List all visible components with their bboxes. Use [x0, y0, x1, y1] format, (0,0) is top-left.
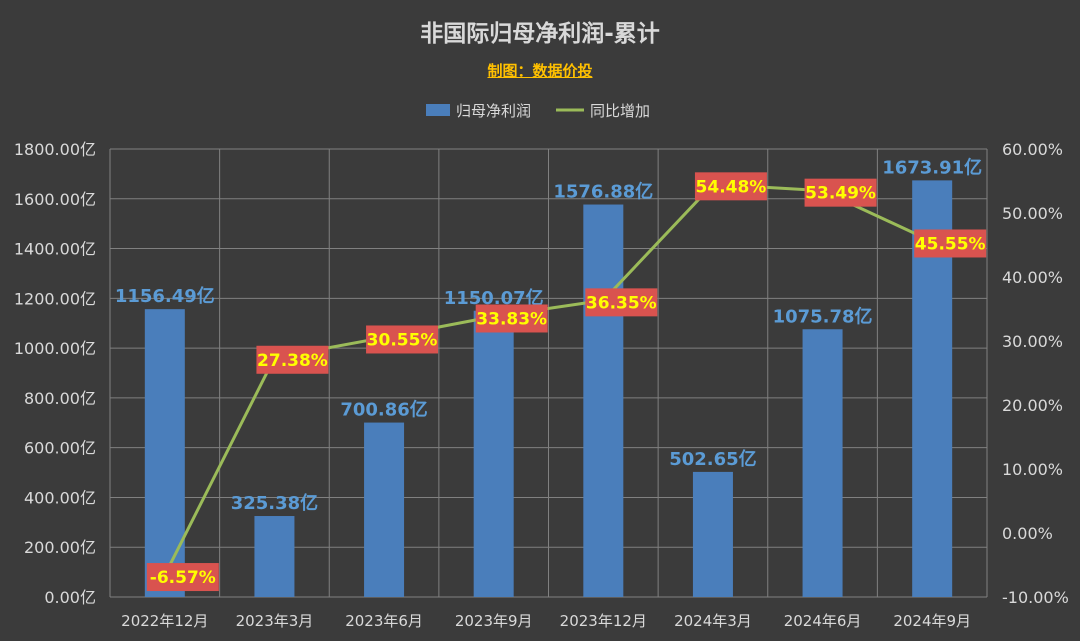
line-data-label: 30.55% [366, 325, 439, 354]
line-data-label: -6.57% [146, 563, 219, 592]
legend-bar-label: 归母净利润 [456, 102, 531, 120]
right-tick-label: 0.00% [1002, 524, 1053, 543]
line-data-label: 27.38% [256, 345, 329, 374]
bar [692, 471, 733, 597]
right-tick-label: 30.00% [1002, 332, 1063, 351]
bar-data-label: 325.38亿 [231, 492, 318, 514]
line-labels: -6.57% 27.38% 30.55% 33.83% 36.35% 54.48% 53.4… [146, 172, 987, 592]
right-tick-label: -10.00% [1002, 588, 1069, 607]
left-tick-label: 400.00亿 [24, 488, 96, 507]
legend-bar-swatch [426, 104, 450, 116]
bar-data-label: 1673.91亿 [882, 156, 982, 178]
left-tick-label: 800.00亿 [24, 389, 96, 408]
bar-labels: 1156.49亿 325.38亿 700.86亿 1150.07亿 1576.88亿 50… [115, 156, 982, 514]
line-label-box [585, 288, 658, 317]
line-label-box [146, 563, 219, 592]
x-tick-label: 2024年3月 [674, 612, 752, 630]
right-tick-label: 50.00% [1002, 204, 1063, 223]
line-label-box [804, 178, 877, 207]
grid [109, 148, 988, 598]
line-label-text: 45.55% [915, 234, 986, 254]
bar-data-label: 1150.07亿 [444, 287, 544, 309]
x-tick-label: 2023年3月 [236, 612, 314, 630]
chart-subtitle: 制图：数据价投 [487, 62, 593, 80]
x-tick-label: 2023年9月 [455, 612, 533, 630]
x-tick-label: 2022年12月 [121, 612, 208, 630]
left-tick-label: 0.00亿 [44, 588, 96, 607]
line-label-box [366, 325, 439, 354]
line-label-box [694, 172, 767, 201]
left-tick-label: 1200.00亿 [14, 289, 96, 308]
bar [802, 329, 843, 597]
line-data-label: 45.55% [914, 229, 987, 258]
chart-title: 非国际归母净利润-累计 [420, 21, 660, 47]
x-tick-label: 2023年6月 [345, 612, 423, 630]
line-label-text: 36.35% [586, 293, 657, 313]
line-data-label: 36.35% [585, 288, 658, 317]
line-label-text: -6.57% [150, 568, 216, 588]
line-label-text: 27.38% [257, 351, 328, 371]
line-data-label: 53.49% [804, 178, 877, 207]
left-tick-label: 1600.00亿 [14, 190, 96, 209]
bar-data-label: 1156.49亿 [115, 285, 215, 307]
x-tick-label: 2024年9月 [893, 612, 971, 630]
line-label-box [475, 304, 548, 333]
bar [364, 422, 405, 597]
bar [144, 309, 185, 597]
x-axis: 2022年12月 2023年3月 2023年6月 2023年9月 2023年12月 202… [121, 612, 971, 630]
bar [254, 516, 295, 597]
line-label-box [914, 229, 987, 258]
bar-data-label: 1576.88亿 [553, 181, 653, 203]
left-tick-label: 1000.00亿 [14, 339, 96, 358]
line-label-text: 33.83% [476, 309, 547, 329]
line-data-label: 33.83% [475, 304, 548, 333]
legend-line-label: 同比增加 [590, 102, 650, 120]
left-axis: 0.00亿 200.00亿 400.00亿 600.00亿 800.00亿 1000.00… [14, 140, 96, 607]
line-label-text: 54.48% [696, 177, 767, 197]
legend: 归母净利润 同比增加 [426, 102, 650, 120]
right-tick-label: 20.00% [1002, 396, 1063, 415]
left-tick-label: 600.00亿 [24, 439, 96, 458]
left-tick-label: 200.00亿 [24, 538, 96, 557]
right-tick-label: 40.00% [1002, 268, 1063, 287]
x-tick-label: 2024年6月 [784, 612, 862, 630]
left-tick-label: 1800.00亿 [14, 140, 96, 159]
line-data-label: 54.48% [694, 172, 767, 201]
bar-data-label: 700.86亿 [340, 399, 427, 421]
x-tick-label: 2023年12月 [560, 612, 647, 630]
line-label-text: 30.55% [367, 330, 438, 350]
left-tick-label: 1400.00亿 [14, 240, 96, 259]
right-tick-label: 10.00% [1002, 460, 1063, 479]
right-tick-label: 60.00% [1002, 140, 1063, 159]
bar-data-label: 1075.78亿 [773, 305, 873, 327]
line-label-text: 53.49% [805, 184, 876, 204]
line-label-box [256, 345, 329, 374]
bar [583, 204, 624, 597]
bar [473, 310, 514, 597]
bar-data-label: 502.65亿 [669, 448, 756, 470]
right-axis: -10.00% 0.00% 10.00% 20.00% 30.00% 40.00% 50.0… [1002, 140, 1069, 607]
